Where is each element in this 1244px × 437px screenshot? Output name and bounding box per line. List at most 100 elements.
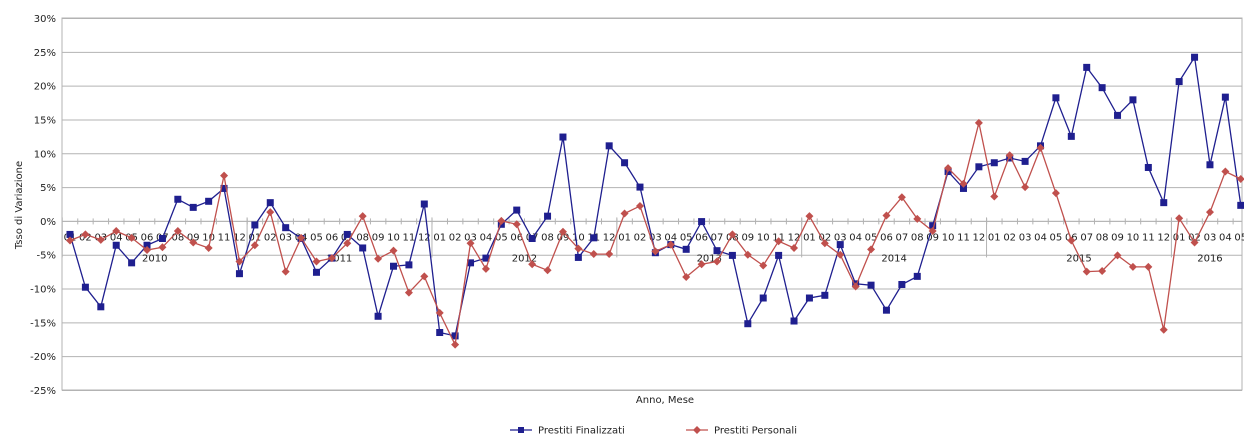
month-label: 12 [973,232,986,243]
data-point [1098,84,1106,92]
month-label: 09 [557,232,570,243]
month-label: 10 [757,232,770,243]
year-label: 2013 [697,253,722,264]
data-point [728,230,737,239]
data-point [481,264,490,273]
y-tick-label: 5% [40,183,56,194]
data-point [158,243,167,252]
data-point [959,184,967,192]
data-point [389,246,398,255]
data-point [220,171,229,180]
month-label: 03 [279,232,292,243]
data-point [451,332,459,340]
month-label: 04 [1034,232,1047,243]
data-point [420,200,428,208]
y-tick-label: 25% [34,48,56,59]
data-point [1128,262,1137,271]
month-label: 06 [695,232,708,243]
plot-area [61,17,1243,391]
month-label: 10 [942,232,955,243]
plot-border [61,17,1243,391]
series-group [66,53,1244,349]
y-tick-label: 10% [34,149,56,160]
data-point [728,251,736,259]
data-point [251,221,259,229]
data-point [759,261,768,270]
y-tick-label: -5% [37,251,56,262]
data-point [913,272,921,280]
data-point [867,245,876,254]
month-label: 11 [957,232,970,243]
data-point [435,308,444,317]
data-point [235,257,244,266]
data-point [1098,266,1107,275]
data-point [143,241,151,249]
data-point [851,282,860,291]
data-point [1114,111,1122,119]
month-label: 09 [187,232,200,243]
data-point [1129,96,1137,104]
month-label: 04 [480,232,493,243]
data-point [559,133,567,141]
data-point [66,236,74,245]
month-label: 05 [865,232,878,243]
data-point [666,240,675,249]
data-point [81,283,89,291]
data-point [173,227,182,236]
y-tick-label: -10% [30,285,56,296]
month-label: 08 [171,232,184,243]
data-point [1052,94,1060,102]
y-tick-label: 0% [40,217,56,228]
data-point [682,273,691,282]
data-point [1175,78,1183,86]
data-point [97,303,105,311]
data-point [358,212,367,221]
data-point [466,239,475,248]
legend-label: Prestiti Finalizzati [538,426,625,437]
data-point [805,294,813,302]
data-point [189,203,197,211]
month-label: 08 [541,232,554,243]
month-label: 05 [1234,232,1244,243]
y-tick-label: 30% [34,14,56,25]
data-point [605,250,614,259]
data-point [374,312,382,320]
data-point [405,261,413,269]
data-point [928,227,937,236]
month-label: 12 [233,232,246,243]
data-point [805,212,814,221]
data-point [1083,63,1091,71]
data-point [974,118,983,127]
month-label: 07 [711,232,724,243]
data-point [374,254,383,263]
month-label: 03 [834,232,847,243]
data-point [343,239,352,248]
year-label: 2010 [142,253,167,264]
month-label: 05 [310,232,323,243]
month-label: 02 [449,232,462,243]
y-tick-labels: -25% -20% -15% -10% -5% 0% 5% 10% 15% 20% 25% 30% [30,14,56,397]
month-label: 09 [741,232,754,243]
month-label: 10 [572,232,585,243]
y-tick-label: -20% [30,352,56,363]
data-point [158,234,166,242]
month-label: 01 [248,232,261,243]
y-tick-label: 15% [34,115,56,126]
data-point [790,317,798,325]
month-label: 10 [1127,232,1140,243]
month-label: 02 [264,232,277,243]
year-label: 2015 [1066,253,1091,264]
data-point [1175,214,1184,223]
month-label: 02 [1003,232,1016,243]
month-label: 12 [788,232,801,243]
month-label: 03 [1204,232,1217,243]
data-point [1160,199,1168,207]
y-tick-label: 20% [34,82,56,93]
data-point [1067,236,1076,245]
data-point [1206,161,1214,169]
data-point [235,270,243,278]
data-point [467,259,475,267]
data-point [836,250,845,259]
data-point [636,183,644,191]
data-point [1236,174,1244,183]
